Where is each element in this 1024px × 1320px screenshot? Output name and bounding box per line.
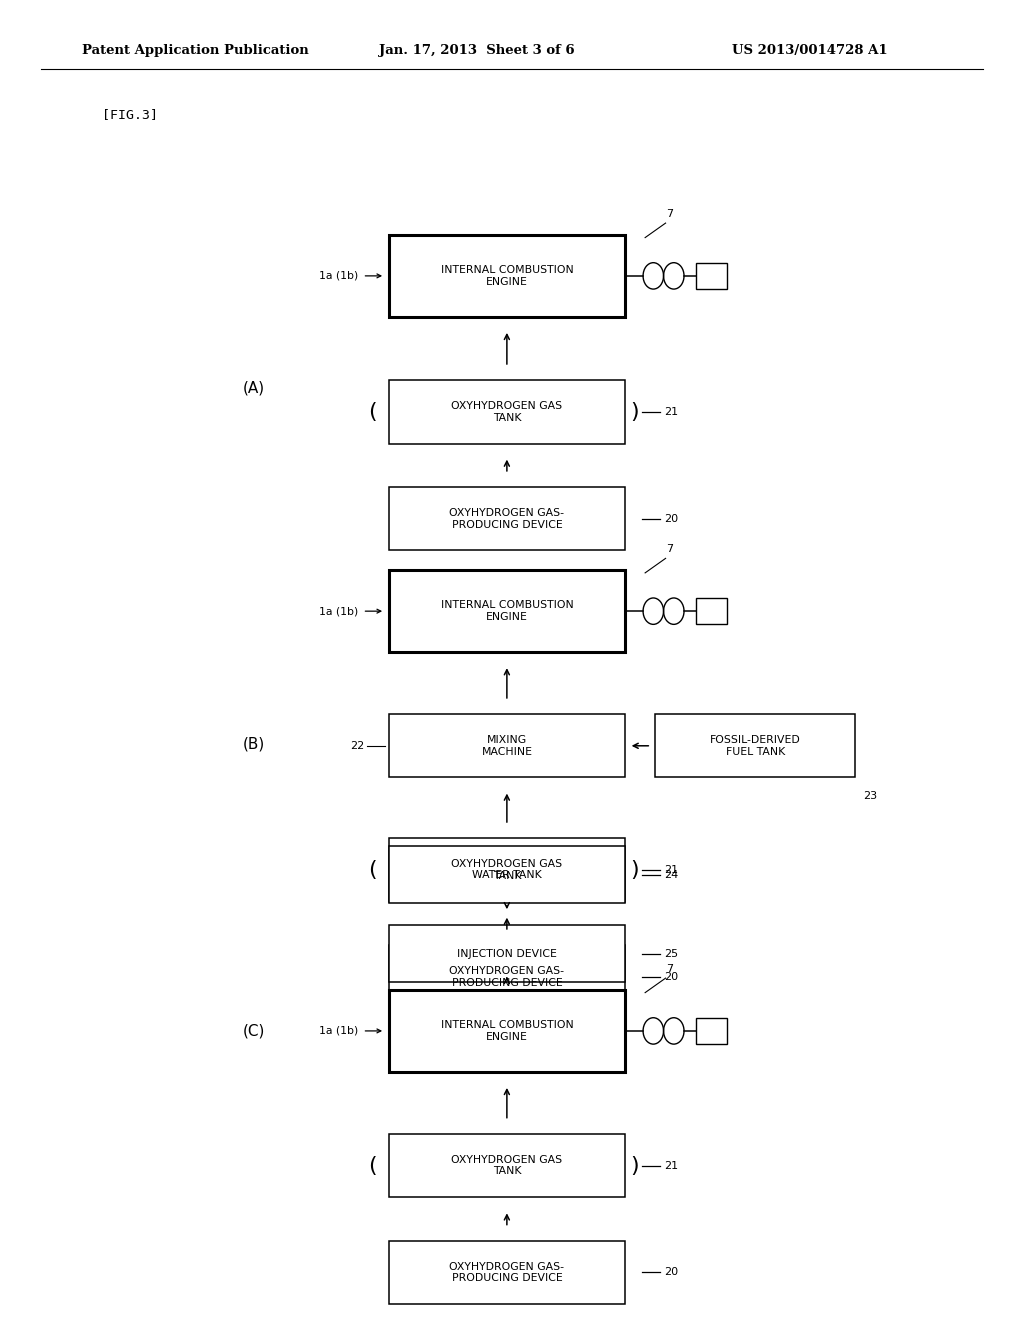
Text: (: ( — [369, 1155, 377, 1176]
Bar — [696, 1018, 727, 1044]
Bar — [389, 990, 625, 1072]
Text: WATER TANK: WATER TANK — [472, 870, 542, 879]
Text: 7: 7 — [667, 209, 673, 219]
Text: MIXING
MACHINE: MIXING MACHINE — [481, 735, 532, 756]
Text: [FIG.3]: [FIG.3] — [102, 108, 159, 121]
Bar — [389, 846, 625, 903]
Text: US 2013/0014728 A1: US 2013/0014728 A1 — [732, 45, 888, 57]
Bar — [389, 925, 625, 982]
Text: 21: 21 — [665, 1160, 679, 1171]
Text: 20: 20 — [665, 1267, 679, 1278]
Bar — [389, 570, 625, 652]
Bar — [389, 1134, 625, 1197]
Text: OXYHYDROGEN GAS
TANK: OXYHYDROGEN GAS TANK — [452, 859, 562, 880]
Text: Jan. 17, 2013  Sheet 3 of 6: Jan. 17, 2013 Sheet 3 of 6 — [379, 45, 574, 57]
Text: INJECTION DEVICE: INJECTION DEVICE — [457, 949, 557, 958]
Text: (: ( — [369, 401, 377, 422]
Text: 7: 7 — [667, 544, 673, 554]
Bar — [389, 1241, 625, 1304]
Text: OXYHYDROGEN GAS-
PRODUCING DEVICE: OXYHYDROGEN GAS- PRODUCING DEVICE — [450, 966, 564, 987]
Text: 1a (1b): 1a (1b) — [319, 271, 358, 281]
Bar — [696, 598, 727, 624]
Bar — [389, 235, 625, 317]
Text: ): ) — [631, 1155, 639, 1176]
Text: 21: 21 — [665, 865, 679, 875]
Text: 21: 21 — [665, 407, 679, 417]
Text: 1a (1b): 1a (1b) — [319, 1026, 358, 1036]
Text: OXYHYDROGEN GAS-
PRODUCING DEVICE: OXYHYDROGEN GAS- PRODUCING DEVICE — [450, 508, 564, 529]
Text: 1a (1b): 1a (1b) — [319, 606, 358, 616]
Text: 20: 20 — [665, 513, 679, 524]
Text: 22: 22 — [350, 741, 365, 751]
Text: 24: 24 — [665, 870, 679, 879]
Text: OXYHYDROGEN GAS
TANK: OXYHYDROGEN GAS TANK — [452, 401, 562, 422]
Text: (C): (C) — [243, 1023, 265, 1039]
Text: INTERNAL COMBUSTION
ENGINE: INTERNAL COMBUSTION ENGINE — [440, 1020, 573, 1041]
Text: 20: 20 — [665, 972, 679, 982]
Text: 25: 25 — [665, 949, 679, 958]
Text: ): ) — [631, 859, 639, 880]
Text: (A): (A) — [243, 380, 265, 396]
Text: OXYHYDROGEN GAS
TANK: OXYHYDROGEN GAS TANK — [452, 1155, 562, 1176]
Bar — [389, 945, 625, 1008]
Text: ): ) — [631, 401, 639, 422]
Bar — [696, 263, 727, 289]
Text: (: ( — [369, 859, 377, 880]
Text: INTERNAL COMBUSTION
ENGINE: INTERNAL COMBUSTION ENGINE — [440, 265, 573, 286]
Bar — [655, 714, 855, 777]
Text: 7: 7 — [667, 964, 673, 974]
Bar — [389, 380, 625, 444]
Text: INTERNAL COMBUSTION
ENGINE: INTERNAL COMBUSTION ENGINE — [440, 601, 573, 622]
Text: (B): (B) — [243, 737, 265, 752]
Text: 23: 23 — [863, 791, 878, 801]
Text: Patent Application Publication: Patent Application Publication — [82, 45, 308, 57]
Text: OXYHYDROGEN GAS-
PRODUCING DEVICE: OXYHYDROGEN GAS- PRODUCING DEVICE — [450, 1262, 564, 1283]
Text: FOSSIL-DERIVED
FUEL TANK: FOSSIL-DERIVED FUEL TANK — [710, 735, 801, 756]
Bar — [389, 838, 625, 902]
Bar — [389, 487, 625, 550]
Bar — [389, 714, 625, 777]
